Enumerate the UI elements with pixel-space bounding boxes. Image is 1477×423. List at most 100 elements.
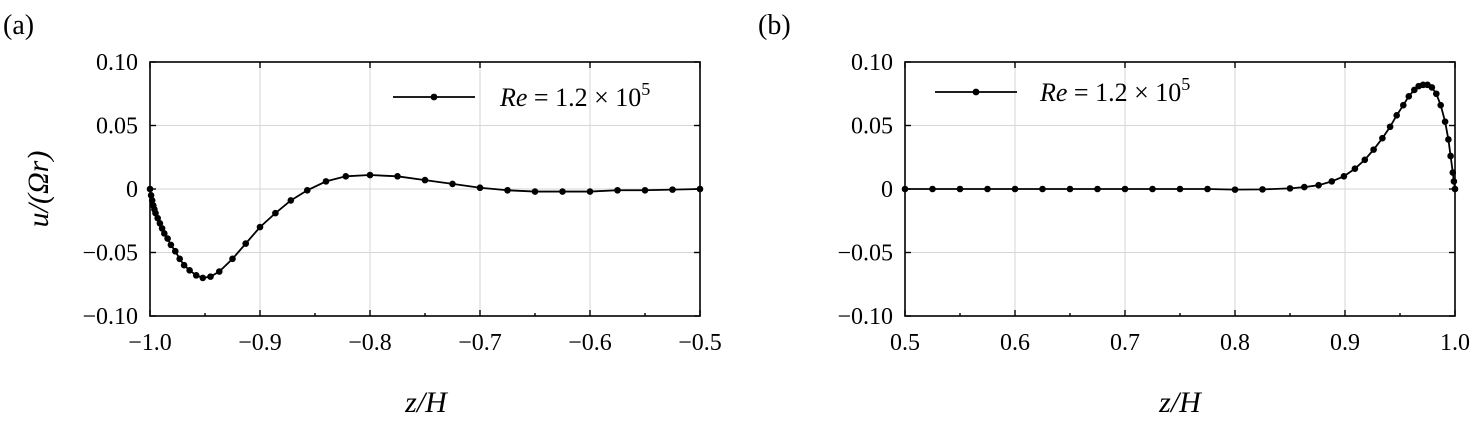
data-point <box>1094 185 1101 193</box>
data-point <box>1286 185 1294 192</box>
data-point <box>199 274 207 282</box>
data-point <box>152 209 159 217</box>
x-tick-label: −1.0 <box>128 330 172 356</box>
data-point <box>154 214 161 222</box>
legend-exponent: 5 <box>1181 74 1190 94</box>
data-point <box>1121 185 1129 193</box>
x-tick-label: 0.5 <box>890 330 920 356</box>
data-point <box>256 223 264 231</box>
data-point <box>272 209 279 217</box>
legend-a: Re = 1.2 × 105 <box>393 79 650 112</box>
data-point <box>186 266 193 274</box>
x-tick-label: −0.5 <box>678 330 722 356</box>
data-point <box>1149 185 1156 193</box>
data-point <box>1340 173 1348 180</box>
x-tick-label: 0.7 <box>1110 330 1140 356</box>
x-tick-label: 0.9 <box>1330 330 1360 356</box>
data-point <box>304 186 311 194</box>
data-point <box>164 235 171 242</box>
y-tick-label: −0.05 <box>837 241 893 267</box>
x-axis-label-b: z/H <box>1158 386 1203 419</box>
series-a <box>146 171 704 282</box>
y-tick-label: 0.10 <box>851 50 893 76</box>
data-point <box>1361 156 1369 164</box>
data-point <box>1351 165 1359 172</box>
legend-marker <box>972 88 980 96</box>
data-point <box>1204 185 1211 193</box>
data-point <box>531 188 539 195</box>
data-point <box>1450 178 1458 185</box>
data-point <box>1301 183 1308 191</box>
y-tick-label: 0.10 <box>96 50 138 76</box>
x-tick-label: −0.8 <box>348 330 392 356</box>
legend-re: Re <box>499 83 527 112</box>
ticks-a <box>149 61 701 317</box>
data-point <box>421 176 429 184</box>
x-tick-label: 0.6 <box>1000 330 1030 356</box>
data-point <box>216 268 223 275</box>
chart-panel-b: (b) z/H 0.5 0.6 0.7 0.8 0.9 1.0 0.10 0.05 0 −0.05… <box>758 10 1470 419</box>
data-point <box>322 178 330 185</box>
data-point <box>180 261 188 269</box>
data-point <box>614 186 621 194</box>
data-point <box>1428 84 1436 91</box>
data-point <box>158 225 166 232</box>
y-tick-label: −0.10 <box>837 304 893 330</box>
data-point <box>1433 90 1440 98</box>
data-point <box>1411 86 1418 94</box>
data-point <box>176 255 183 263</box>
data-point <box>161 230 168 237</box>
y-axis-label: u/(Ωr) <box>22 151 55 228</box>
data-point <box>1259 186 1266 193</box>
panel-label-b: (b) <box>758 10 791 41</box>
data-point <box>1231 186 1239 193</box>
data-point <box>1400 101 1407 109</box>
data-point <box>342 173 350 180</box>
data-point <box>641 186 649 194</box>
data-point <box>1315 181 1322 189</box>
data-point <box>1393 112 1400 119</box>
data-point <box>929 185 936 193</box>
legend-marker <box>430 93 438 101</box>
ticks-b <box>904 61 1456 317</box>
data-point <box>1445 136 1452 143</box>
data-point <box>559 188 566 195</box>
x-tick-label: −0.6 <box>568 330 612 356</box>
data-point <box>1039 185 1046 193</box>
data-point <box>449 180 456 188</box>
chart-panel-a: (a) u/(Ωr) z/H −1.0 −0.9 −0.8 −0.7 −0.6 −0.5 0… <box>3 10 722 419</box>
y-tick-label: −0.05 <box>82 241 138 267</box>
y-tick-label: 0.05 <box>851 114 893 140</box>
legend-eq: = 1.2 × 10 <box>1067 78 1181 107</box>
data-point <box>956 185 964 193</box>
legend-label: Re = 1.2 × 105 <box>499 79 650 112</box>
data-point <box>669 186 676 193</box>
data-point <box>984 185 991 193</box>
legend-eq: = 1.2 × 10 <box>527 83 641 112</box>
data-point <box>242 240 249 247</box>
data-point <box>287 197 295 204</box>
legend-exponent: 5 <box>641 79 650 99</box>
data-point <box>476 184 484 192</box>
data-point <box>207 273 214 280</box>
data-point <box>1405 92 1413 100</box>
x-axis-label-rest: /H <box>415 386 449 419</box>
data-point <box>1386 123 1394 131</box>
series-line <box>905 83 1456 191</box>
data-point <box>229 255 236 263</box>
x-tick-label: 0.8 <box>1220 330 1250 356</box>
data-point <box>394 173 401 180</box>
y-tick-label: 0 <box>881 177 893 203</box>
panel-label-a: (a) <box>3 10 34 41</box>
x-axis-label-rest: /H <box>1169 386 1203 419</box>
x-axis-label-var: z <box>404 386 417 419</box>
tick-labels-b: 0.5 0.6 0.7 0.8 0.9 1.0 0.10 0.05 0 −0.05 −0.10 <box>837 50 1470 356</box>
data-point <box>1176 185 1184 193</box>
data-point <box>1447 152 1454 160</box>
data-point <box>1379 134 1386 142</box>
data-point <box>1011 185 1019 193</box>
legend-b: Re = 1.2 × 105 <box>935 74 1190 107</box>
x-tick-label: −0.9 <box>238 330 282 356</box>
data-point <box>366 171 374 179</box>
